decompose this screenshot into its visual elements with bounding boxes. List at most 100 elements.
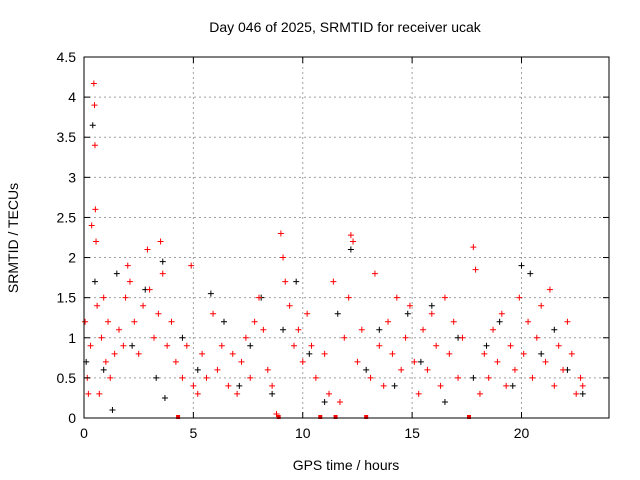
y-tick-label: 3	[68, 169, 76, 185]
red-point	[415, 390, 422, 397]
red-point	[433, 342, 440, 349]
black-point	[100, 366, 107, 373]
red-point	[446, 350, 453, 357]
y-tick-label: 1.5	[57, 290, 77, 306]
red-point	[225, 382, 232, 389]
red-point	[131, 318, 138, 325]
red-point	[88, 222, 95, 229]
red-point	[333, 415, 338, 419]
red-point	[376, 342, 383, 349]
red-point	[91, 142, 98, 149]
red-point	[203, 374, 210, 381]
black-point	[334, 310, 341, 317]
x-axis-label: GPS time / hours	[293, 457, 400, 473]
red-point	[345, 294, 352, 301]
red-point	[260, 326, 267, 333]
red-point	[94, 302, 101, 309]
black-point	[247, 342, 254, 349]
red-point	[100, 294, 107, 301]
x-tick-label: 15	[404, 425, 420, 441]
red-point	[264, 366, 271, 373]
red-point	[256, 294, 262, 301]
red-point	[398, 366, 405, 373]
red-point	[385, 318, 392, 325]
red-point	[295, 326, 302, 333]
black-point	[89, 122, 96, 129]
red-point	[538, 302, 545, 309]
red-point	[467, 415, 471, 419]
black-point	[347, 246, 354, 253]
y-tick-label: 0	[68, 410, 76, 426]
red-point	[122, 294, 129, 301]
red-point	[251, 318, 258, 325]
black-point	[428, 302, 435, 309]
red-point	[273, 410, 280, 417]
red-point	[164, 342, 171, 349]
red-point	[326, 390, 332, 397]
red-point	[286, 302, 293, 309]
red-point	[476, 390, 483, 397]
red-point	[490, 326, 497, 333]
red-point	[157, 238, 164, 245]
red-point	[494, 358, 501, 365]
red-point	[321, 350, 328, 357]
red-point	[546, 286, 553, 293]
red-point	[126, 278, 133, 285]
black-point	[129, 342, 136, 349]
red-point	[98, 334, 105, 341]
red-point	[525, 318, 532, 325]
red-point	[96, 390, 103, 397]
red-point	[455, 374, 462, 381]
red-point	[516, 294, 523, 301]
red-point	[91, 102, 98, 109]
red-point	[481, 350, 488, 357]
red-point	[234, 390, 241, 397]
red-point	[393, 294, 400, 301]
red-point	[238, 358, 245, 365]
red-point	[291, 342, 297, 349]
red-point	[371, 270, 378, 277]
grid	[84, 57, 609, 418]
y-tick-label: 2.5	[57, 209, 77, 225]
black-point	[509, 382, 516, 389]
black-point	[91, 278, 98, 285]
red-point	[190, 382, 197, 389]
black-point	[109, 406, 116, 413]
red-point	[85, 390, 92, 397]
black-point	[417, 358, 424, 365]
red-point	[389, 350, 396, 357]
black-point	[194, 366, 201, 373]
red-point	[441, 294, 448, 301]
black-point	[306, 350, 313, 357]
y-tick-label: 3.5	[57, 129, 77, 145]
red-point	[485, 374, 492, 381]
red-point	[529, 374, 536, 381]
red-point	[176, 415, 181, 419]
black-point	[236, 382, 243, 389]
red-point	[214, 366, 221, 373]
red-point	[520, 350, 527, 357]
red-point	[124, 262, 131, 269]
red-point	[276, 415, 281, 419]
red-point	[82, 318, 89, 325]
red-point	[140, 302, 147, 309]
y-axis-label: SRMTID / TECUs	[5, 183, 21, 293]
red-point	[111, 350, 118, 357]
red-point	[282, 278, 289, 285]
black-point	[153, 374, 160, 381]
red-point	[159, 270, 166, 277]
red-point	[459, 334, 466, 341]
black-point	[404, 310, 411, 317]
red-point	[247, 374, 254, 381]
black-point	[538, 350, 545, 357]
black-point	[159, 258, 166, 265]
red-point	[503, 382, 510, 389]
red-point	[144, 246, 151, 253]
red-point	[229, 350, 236, 357]
red-point	[511, 366, 518, 373]
red-point	[568, 350, 575, 357]
y-tick-label: 0.5	[57, 370, 77, 386]
red-point	[564, 318, 571, 325]
red-point	[472, 266, 479, 273]
red-point	[179, 374, 186, 381]
